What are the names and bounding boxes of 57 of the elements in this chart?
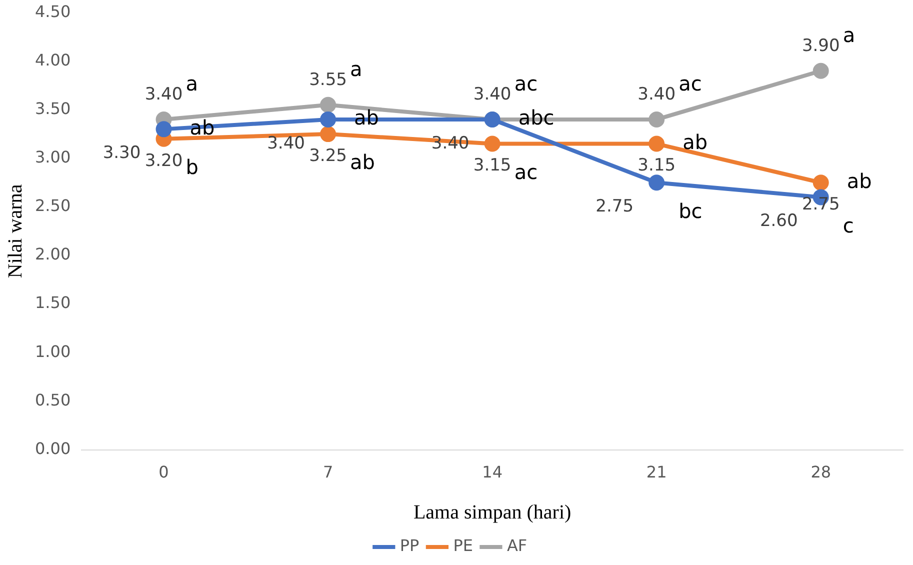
y-tick-label: 3.00 [35,147,71,166]
point [812,62,829,79]
annotation: ac [514,72,538,96]
data-label: 3.15 [473,156,512,176]
y-tick-label: 3.50 [35,98,71,118]
y-axis-title: Nilai warna [4,184,26,278]
annotation: abc [518,106,554,130]
y-tick-label: 1.50 [35,293,71,312]
point [156,121,172,138]
x-tick-label: 14 [482,462,502,482]
x-axis-title: Lama simpan (hari) [413,501,572,524]
annotation: ab [846,168,872,193]
y-tick-label: 0.50 [35,390,71,410]
x-tick-label: 21 [646,462,667,482]
y-tick-label: 4.50 [35,2,71,21]
point [320,126,336,142]
annotation: ac [514,160,538,184]
annotation: ab [350,150,375,174]
annotation: c [842,213,854,238]
data-label: 3.55 [309,70,347,90]
data-label: 2.75 [596,196,634,217]
y-tick-label: 4.00 [35,50,71,70]
data-label: 3.15 [638,156,676,176]
x-tick-label: 0 [158,462,169,482]
y-tick-label: 2.00 [35,244,71,264]
data-label: 2.75 [802,194,840,215]
point [648,136,665,152]
data-label: 3.40 [267,133,305,154]
y-tick-label: 0.00 [35,438,71,458]
annotation: b [186,155,198,180]
annotation: a [350,57,362,82]
x-tick-label: 28 [810,462,832,482]
legend-label: AF [506,536,528,556]
annotation: bc [678,198,702,223]
point [484,136,500,152]
point [320,96,336,113]
y-tick-label: 2.50 [35,196,71,216]
point [812,174,829,191]
data-label: 3.25 [309,146,347,166]
data-label: 3.40 [144,84,183,104]
legend-label: PP [400,536,420,556]
annotation: ac [678,72,702,96]
y-tick-label: 1.00 [35,342,71,361]
data-label: 2.60 [760,211,798,232]
data-label: 3.90 [802,36,840,56]
point [648,111,665,128]
data-label: 3.30 [102,143,141,164]
point [320,111,336,128]
data-label: 3.40 [473,84,512,104]
annotation: a [842,23,856,48]
point [648,174,665,191]
data-label: 3.40 [638,84,676,104]
legend-label: PE [453,536,473,556]
x-tick-label: 7 [322,462,334,482]
annotation: ab [682,130,708,154]
data-label: 3.20 [144,150,183,171]
annotation: a [186,72,198,96]
